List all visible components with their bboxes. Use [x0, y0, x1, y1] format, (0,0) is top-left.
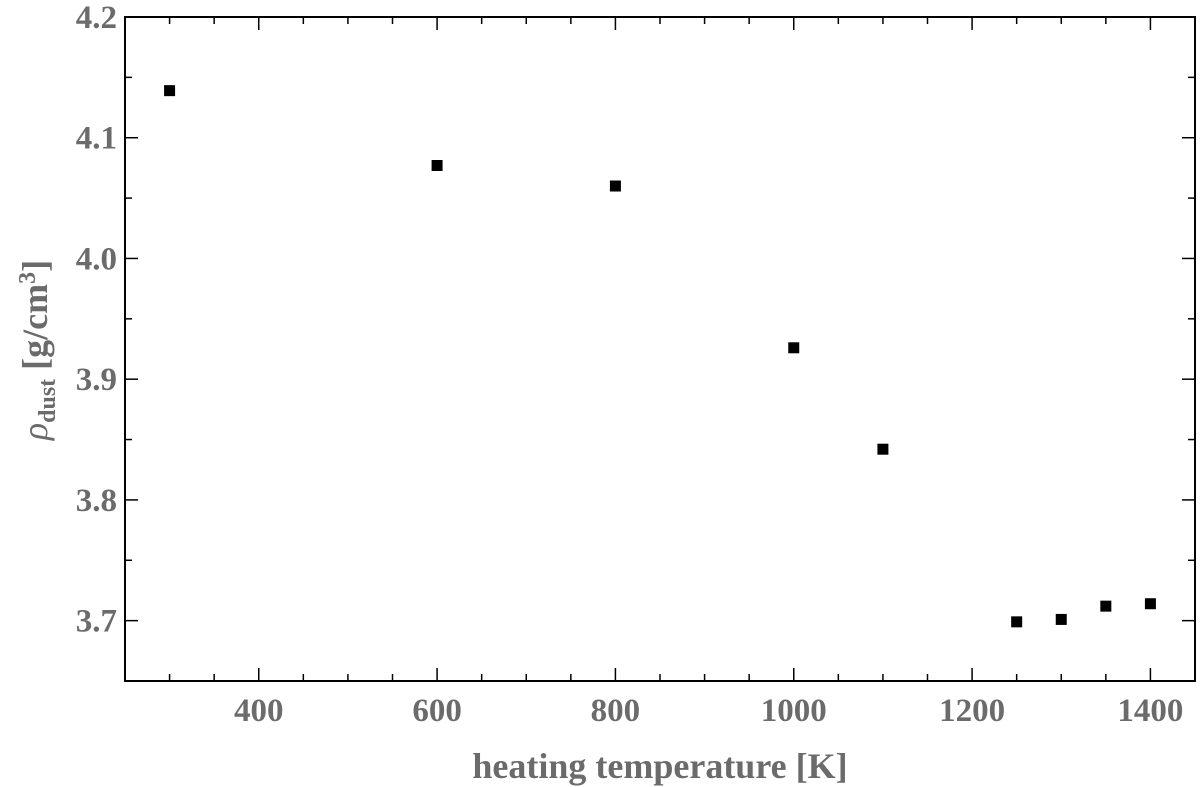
y-axis-label-subscript: dust: [35, 379, 61, 423]
data-point: [788, 342, 800, 354]
x-axis-tick-labels: 400 600 800 1000 1200 1400: [234, 693, 1183, 729]
y-axis-label: ρdust [g/cm3]: [15, 260, 61, 441]
y-tick-label: 3.7: [76, 604, 117, 640]
y-tick-label: 4.1: [76, 121, 117, 157]
y-tick-label: 4.0: [76, 241, 117, 277]
y-axis-tick-labels: 3.7 3.8 3.9 4.0 4.1 4.2: [76, 0, 117, 640]
x-axis-label: heating temperature [K]: [472, 746, 847, 786]
y-axis-label-symbol: ρ: [15, 423, 55, 441]
x-tick-label: 1200: [939, 693, 1005, 729]
x-tick-label: 800: [591, 693, 641, 729]
data-point: [877, 443, 889, 455]
data-point: [609, 180, 621, 192]
data-point: [431, 159, 443, 171]
y-axis-ticks: [125, 16, 1195, 682]
x-tick-label: 600: [412, 693, 462, 729]
y-tick-label: 3.9: [76, 362, 117, 398]
data-point: [164, 85, 176, 97]
y-axis-label-unit-close: ]: [15, 260, 55, 272]
data-points: [164, 85, 1156, 628]
x-tick-label: 400: [234, 693, 284, 729]
data-point: [1144, 598, 1156, 610]
plot-frame: [124, 16, 1196, 682]
y-axis-label-unit: [g/cm: [15, 284, 55, 379]
x-axis-ticks: [168, 17, 1152, 681]
x-tick-label: 1400: [1117, 693, 1183, 729]
data-point: [1055, 613, 1067, 625]
y-tick-label: 4.2: [76, 0, 117, 36]
x-tick-label: 1000: [761, 693, 827, 729]
y-axis-label-unit-exponent: 3: [15, 272, 41, 284]
data-point: [1011, 616, 1023, 628]
data-point: [1100, 600, 1112, 612]
y-tick-label: 3.8: [76, 483, 117, 519]
